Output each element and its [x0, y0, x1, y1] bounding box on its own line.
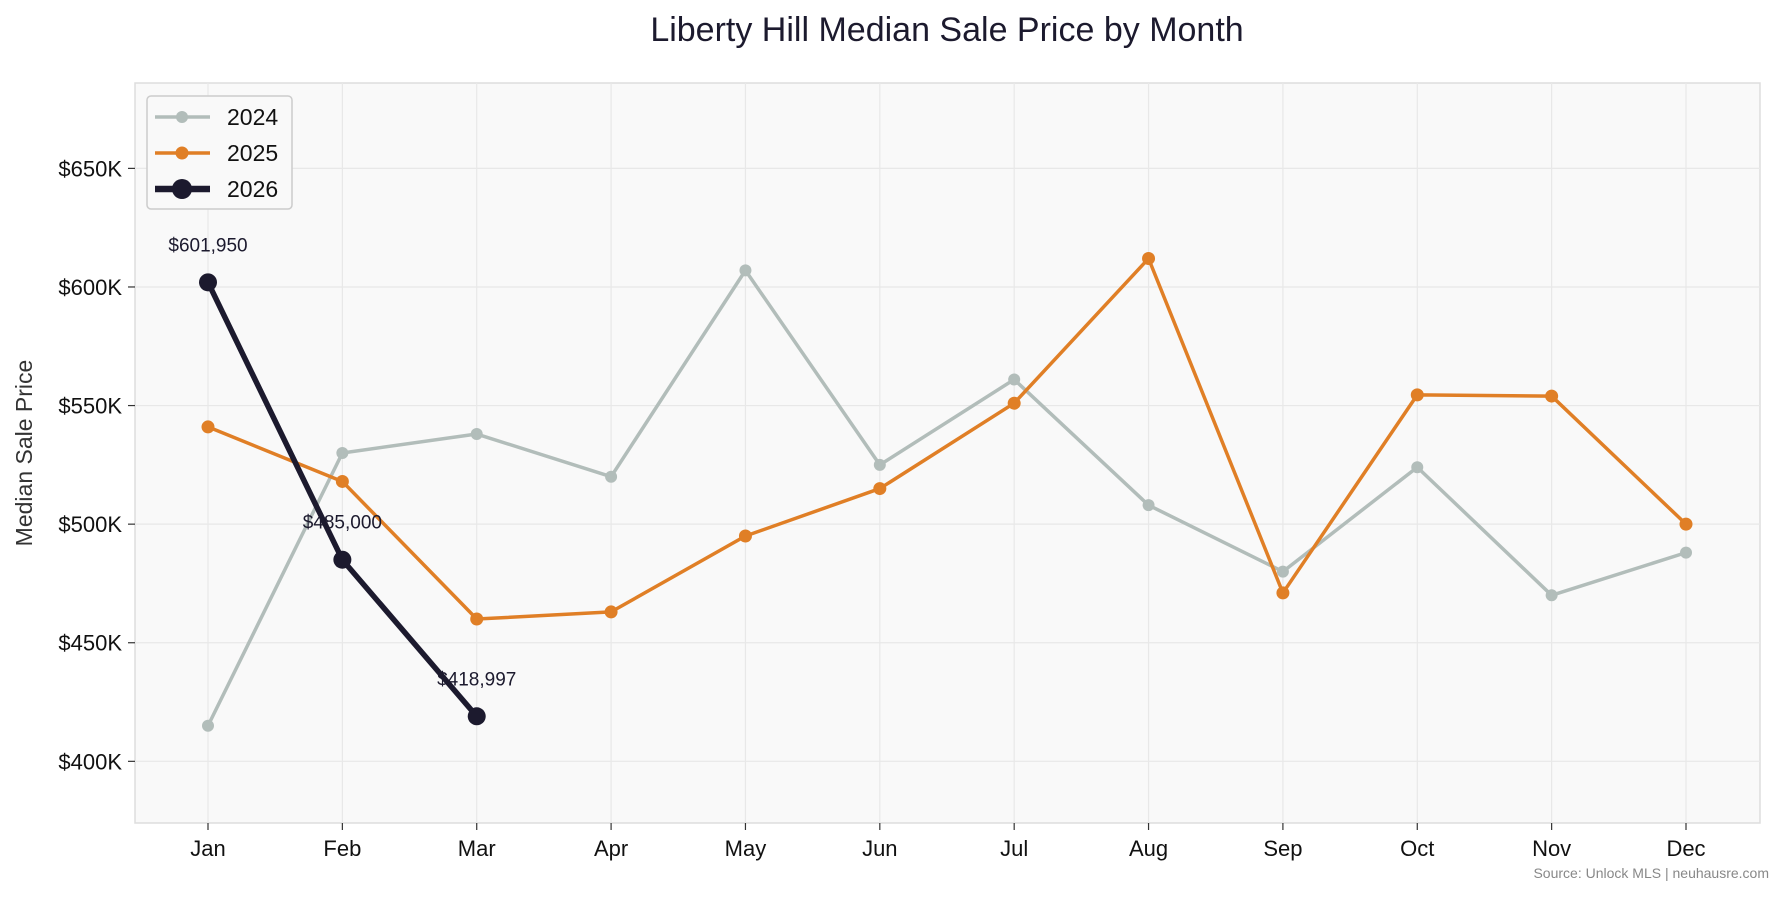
data-point-2024 — [1680, 546, 1692, 559]
chart-title: Liberty Hill Median Sale Price by Month — [650, 11, 1243, 49]
data-point-2025 — [335, 474, 349, 488]
data-point-2024 — [1276, 565, 1289, 578]
data-point-2025 — [470, 612, 484, 626]
series-line-2025 — [207, 256, 1688, 621]
data-point-2024 — [470, 428, 483, 441]
data-point-2024 — [739, 264, 752, 277]
legend-label-2025: 2025 — [227, 140, 278, 166]
x-tick-label: Feb — [323, 836, 361, 861]
data-point-2025 — [201, 420, 215, 434]
y-tick-label: $500K — [58, 512, 122, 537]
data-point-2024 — [1142, 499, 1155, 512]
data-point-2025 — [1410, 388, 1424, 402]
data-label: $601,950 — [168, 235, 247, 256]
legend-label-2024: 2024 — [227, 104, 278, 130]
data-label: $485,000 — [303, 513, 382, 534]
y-axis-label: Median Sale Price — [11, 360, 37, 547]
x-tick-label: Apr — [594, 836, 628, 861]
x-axis: Jan Feb Mar Apr May Jun Jul Aug Sep Oct Nov Dec — [190, 823, 1706, 861]
data-point-2025 — [1679, 517, 1693, 531]
series-line-2024 — [206, 268, 1687, 727]
grid — [135, 83, 1760, 823]
data-point-2024 — [605, 470, 618, 483]
data-point-2026 — [333, 550, 352, 569]
legend-marker-2026 — [172, 179, 192, 199]
series-2026 — [199, 273, 486, 726]
legend-label-2026: 2026 — [227, 176, 278, 202]
data-point-2025 — [604, 605, 618, 619]
y-tick-label: $550K — [58, 394, 122, 419]
data-point-2025 — [1007, 396, 1021, 410]
series-2024 — [202, 264, 1692, 732]
data-point-2024 — [202, 719, 214, 732]
data-point-2026 — [467, 707, 486, 726]
x-tick-label: Jan — [190, 836, 225, 861]
x-tick-label: Nov — [1532, 836, 1571, 861]
legend: 2024 2025 2026 — [146, 95, 293, 210]
legend-marker-2025 — [175, 146, 189, 160]
series-2025 — [201, 252, 1693, 626]
y-axis: $400K $450K $500K $550K $600K $650K — [58, 156, 135, 774]
y-tick-label: $650K — [58, 156, 122, 181]
legend-marker-2024 — [176, 111, 188, 123]
data-point-2025 — [738, 529, 752, 543]
data-label: $418,997 — [437, 669, 516, 690]
x-tick-label: Mar — [458, 836, 496, 861]
x-tick-label: Sep — [1263, 836, 1302, 861]
data-point-2025 — [1545, 389, 1559, 403]
data-point-2024 — [336, 447, 349, 459]
y-tick-label: $600K — [58, 275, 122, 300]
x-tick-label: Oct — [1400, 836, 1434, 861]
source-note: Source: Unlock MLS | neuhausre.com — [1533, 865, 1769, 881]
data-point-2024 — [1545, 589, 1558, 602]
data-point-2026 — [199, 273, 217, 292]
x-tick-label: Jul — [1000, 836, 1028, 861]
data-point-2024 — [1008, 373, 1021, 386]
y-tick-label: $450K — [58, 631, 122, 656]
annotations: $601,950 $485,000 $418,997 — [168, 235, 516, 690]
data-point-2024 — [1411, 461, 1424, 474]
series-group — [199, 252, 1693, 732]
x-tick-label: Dec — [1666, 836, 1705, 861]
x-tick-label: Aug — [1129, 836, 1168, 861]
data-point-2025 — [1142, 252, 1156, 266]
x-tick-label: May — [725, 836, 767, 861]
y-tick-label: $400K — [58, 749, 122, 774]
plot-area — [134, 82, 1761, 824]
data-point-2024 — [873, 458, 886, 471]
x-tick-label: Jun — [862, 836, 897, 861]
data-point-2025 — [1276, 586, 1290, 600]
data-point-2025 — [873, 482, 887, 496]
